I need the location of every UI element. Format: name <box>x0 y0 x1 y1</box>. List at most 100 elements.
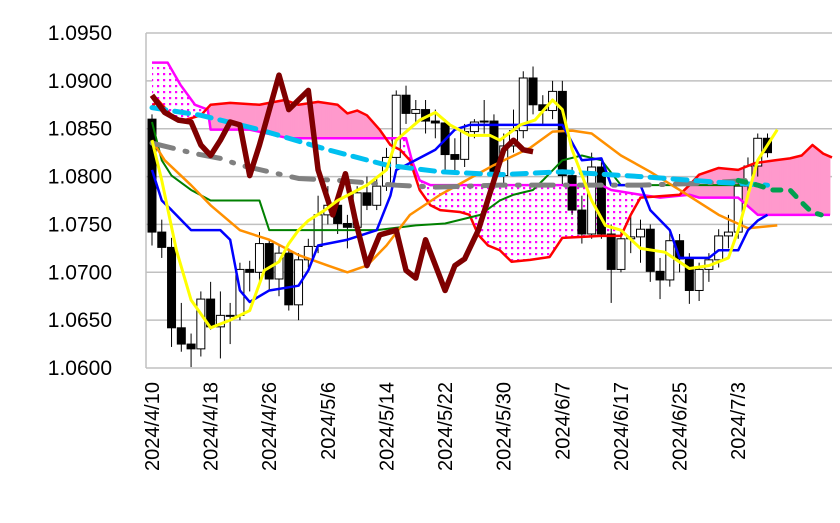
cloud-segment-bullish <box>351 111 354 139</box>
cloud-segment-bearish <box>611 189 614 236</box>
candle-down <box>655 270 665 281</box>
cloud-segment-bullish <box>816 148 819 215</box>
cloud-segment-bearish <box>167 62 170 114</box>
x-tick-label: 2024/6/25 <box>670 382 692 471</box>
y-tick-label: 1.0750 <box>48 213 112 236</box>
cloud-segment-bearish <box>456 185 460 212</box>
cloud-segment-bullish <box>321 102 325 139</box>
cloud-segment-bullish <box>794 156 798 215</box>
cloud-segment-bullish <box>333 104 337 139</box>
cloud-segment-bullish <box>775 160 778 215</box>
cloud-segment-bullish <box>808 146 811 215</box>
cloud-segment-bearish <box>538 185 542 259</box>
cloud-segment-bearish <box>548 185 552 258</box>
candle-up <box>196 298 206 350</box>
candle-down <box>342 222 352 228</box>
candle-down <box>567 175 577 211</box>
cloud-segment-bearish <box>534 185 538 260</box>
cloud-segment-bearish <box>628 192 632 220</box>
candle-down <box>167 246 177 329</box>
candle-down <box>606 233 616 270</box>
cloud-segment-bullish <box>779 159 782 215</box>
cloud-segment-bearish <box>558 185 561 244</box>
cloud-segment-bearish <box>175 76 178 119</box>
cloud-segment-bearish <box>509 185 512 262</box>
candle-down <box>157 231 167 248</box>
cloud-segment-bullish <box>243 103 247 130</box>
cloud-segment-bearish <box>529 185 532 260</box>
cloud-segment-bullish <box>306 103 309 139</box>
cloud-segment-bearish <box>546 185 550 258</box>
cloud-segment-bearish <box>454 185 458 212</box>
x-axis: 2024/4/10 2024/4/18 2024/4/26 2024/5/6 2024/… <box>142 382 750 471</box>
cloud-segment-bullish <box>368 117 372 139</box>
cloud-segment-bearish <box>564 185 567 238</box>
cloud-segment-bearish <box>527 185 530 261</box>
sma-short-line <box>150 98 779 330</box>
candle-up <box>665 240 675 281</box>
cloud-segment-bearish <box>554 185 557 250</box>
candle-down <box>362 192 372 206</box>
cloud-segment-bearish <box>556 185 559 247</box>
candle-down <box>264 243 274 280</box>
y-tick-label: 1.0700 <box>48 261 112 284</box>
cloud-segment-bullish <box>790 157 794 215</box>
cloud-segment-bullish <box>247 104 251 130</box>
cloud-segment-bullish <box>714 168 718 198</box>
cloud-segment-bearish <box>521 185 524 261</box>
cloud-segment-bearish <box>562 185 565 238</box>
cloud-segment-bullish <box>818 149 821 215</box>
cloud-segment-bearish <box>159 62 163 105</box>
tenkan-sen-line <box>150 123 769 304</box>
candle-down <box>176 327 186 345</box>
cloud-segment-bearish <box>542 185 546 258</box>
cloud-segment-bearish <box>462 185 466 214</box>
cloud-segment-bullish <box>798 155 802 215</box>
candle-down <box>528 77 538 106</box>
cloud-segment-bullish <box>787 158 790 215</box>
cloud-segment-bearish <box>441 185 444 211</box>
cloud-segment-bearish <box>513 185 516 262</box>
cloud-segment-bullish <box>279 100 282 137</box>
candle-up <box>714 235 724 261</box>
cloud-segment-bullish <box>828 155 831 215</box>
cloud-segment-bearish <box>490 185 493 248</box>
x-tick-label: 2024/6/17 <box>611 382 633 471</box>
cloud-segment-bullish <box>355 110 358 139</box>
plot-area <box>147 61 833 368</box>
cloud-segment-bearish <box>153 62 157 105</box>
y-axis: 1.0950 1.0900 1.0850 1.0800 1.0750 1.0700 1.06… <box>48 22 112 380</box>
cloud-segment-bearish <box>501 185 505 255</box>
y-tick-label: 1.0900 <box>48 70 112 93</box>
cloud-segment-bullish <box>781 159 784 215</box>
cloud-segment-bearish <box>191 99 194 119</box>
cloud-segment-bullish <box>212 104 215 130</box>
candle-up <box>723 231 733 237</box>
senkou-span-b-line <box>152 61 831 217</box>
candle-down <box>577 209 587 235</box>
cloud-segment-bullish <box>372 121 376 139</box>
x-tick-label: 2024/4/10 <box>142 382 164 471</box>
cloud-segment-bullish <box>814 146 817 215</box>
x-tick-label: 2024/5/6 <box>318 382 340 460</box>
candle-down <box>596 166 606 235</box>
cloud-segment-bullish <box>257 104 260 132</box>
cloud-segment-bullish <box>282 100 286 138</box>
cloud-segment-bullish <box>280 100 284 137</box>
cloud-segment-bearish <box>607 188 610 236</box>
cloud-segment-bullish <box>796 156 800 215</box>
cloud-segment-bullish <box>304 103 307 139</box>
cloud-segment-bearish <box>503 185 507 257</box>
cloud-segment-bearish <box>460 185 464 213</box>
sma-very-long-line <box>149 140 751 190</box>
cloud-segment-bullish <box>757 162 761 215</box>
candle-up <box>518 77 528 132</box>
cloud-segment-bullish <box>253 104 256 131</box>
cloud-segment-bullish <box>316 101 319 139</box>
candle-down <box>284 252 294 306</box>
cloud-segment-bullish <box>769 160 772 215</box>
cloud-segment-bearish <box>161 62 165 107</box>
cloud-segment-bearish <box>458 185 462 213</box>
y-tick-label: 1.0650 <box>48 309 112 332</box>
